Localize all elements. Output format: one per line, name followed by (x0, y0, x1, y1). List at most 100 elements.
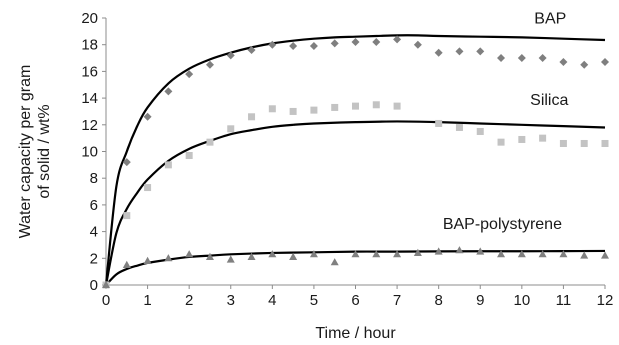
data-point-bap (517, 54, 526, 63)
data-point-bap (226, 51, 235, 60)
fit-curves (104, 34, 606, 286)
data-point-bap (309, 42, 318, 51)
data-point-bap (538, 54, 547, 63)
series-label: Silica (530, 92, 568, 109)
x-tick-label: 6 (351, 292, 359, 309)
data-point-bap-polystyrene (476, 247, 485, 255)
x-tick-label: 4 (268, 292, 276, 309)
data-point-bap (455, 47, 464, 56)
data-point-silica (144, 184, 152, 192)
data-point-bap-polystyrene (434, 247, 443, 255)
series-labels: BAP Silica BAP-polystyrene (443, 10, 569, 233)
x-tick-label: 3 (227, 292, 235, 309)
data-point-silica (372, 101, 380, 109)
y-tick-label: 4 (90, 224, 98, 241)
data-point-bap-polystyrene (580, 251, 589, 259)
x-tick-label: 9 (476, 292, 484, 309)
data-point-bap (164, 87, 173, 96)
data-point-bap-polystyrene (413, 248, 422, 256)
data-point-bap-polystyrene (247, 252, 256, 260)
y-tick-label: 8 (90, 170, 98, 187)
y-tick-label: 2 (90, 250, 98, 267)
data-point-bap-polystyrene (102, 280, 110, 288)
data-point-silica (601, 139, 609, 147)
y-tick-label: 12 (81, 117, 98, 134)
data-point-bap (289, 42, 298, 51)
data-point-silica (435, 119, 443, 127)
data-point-bap (205, 60, 214, 69)
data-point-bap (434, 48, 443, 57)
x-tick-label: 12 (597, 292, 614, 309)
data-point-bap-polystyrene (122, 260, 131, 268)
series-label: BAP (534, 10, 566, 27)
data-point-bap-polystyrene (289, 252, 298, 260)
data-point-silica (518, 135, 526, 143)
data-point-bap-polystyrene (268, 250, 277, 258)
data-point-bap-polystyrene (226, 255, 235, 263)
y-axis-title: Water capacity per gram of solid / wt% (17, 65, 53, 239)
data-point-bap-polystyrene (330, 258, 339, 266)
data-point-silica (206, 138, 214, 146)
data-point-bap (122, 158, 131, 167)
data-point-bap-polystyrene (393, 250, 402, 258)
data-point-silica (539, 134, 547, 142)
data-point-bap (330, 39, 339, 48)
y-tick-label: 0 (90, 277, 98, 294)
data-point-bap-polystyrene (205, 252, 214, 260)
data-point-silica (497, 138, 505, 146)
data-point-bap-polystyrene (538, 250, 547, 258)
data-point-bap (601, 58, 609, 67)
data-point-silica (352, 102, 359, 110)
data-point-bap-polystyrene (309, 250, 318, 258)
x-tick-label: 11 (556, 292, 572, 309)
y-axis-title-line: Water capacity per gram (17, 65, 34, 239)
x-tick-label: 2 (185, 292, 193, 309)
data-point-bap (268, 40, 277, 49)
series-label: BAP-polystyrene (443, 216, 562, 233)
data-point-bap (393, 35, 402, 44)
y-tick-label: 18 (81, 37, 98, 54)
data-point-bap (372, 38, 381, 47)
data-point-silica (185, 152, 193, 160)
data-point-bap-polystyrene (351, 250, 360, 258)
data-point-silica (123, 212, 131, 220)
y-tick-label: 16 (81, 63, 98, 80)
y-tick-label: 6 (90, 197, 98, 214)
data-point-bap (143, 112, 152, 121)
y-tick-label: 14 (81, 90, 98, 107)
data-point-silica (164, 161, 172, 169)
data-point-bap (351, 38, 360, 47)
data-point-silica (580, 139, 588, 147)
data-point-bap-polystyrene (143, 256, 152, 264)
data-point-bap-polystyrene (559, 250, 568, 258)
data-point-bap (247, 46, 256, 55)
data-point-silica (455, 123, 463, 131)
y-axis-title-line: of solid / wt% (36, 104, 53, 198)
x-axis-title: Time / hour (315, 325, 396, 342)
data-point-silica (310, 106, 318, 114)
data-point-bap (580, 60, 589, 69)
data-point-bap-polystyrene (372, 250, 381, 258)
data-point-silica (331, 103, 339, 111)
data-points (102, 35, 609, 289)
data-point-silica (476, 127, 484, 135)
x-tick-label: 5 (310, 292, 318, 309)
x-tick-label: 0 (102, 292, 110, 309)
data-point-bap (559, 58, 568, 67)
data-point-bap-polystyrene (517, 250, 526, 258)
fit-curve-bap (104, 34, 606, 286)
x-tick-label: 7 (393, 292, 401, 309)
x-tick-label: 8 (434, 292, 442, 309)
data-point-bap (185, 70, 194, 79)
data-point-silica (227, 125, 235, 133)
data-point-bap-polystyrene (185, 250, 194, 258)
data-point-bap (476, 47, 485, 56)
data-point-silica (559, 139, 567, 147)
y-tick-label: 10 (81, 144, 98, 161)
data-point-silica (268, 105, 276, 113)
data-point-bap-polystyrene (497, 250, 506, 258)
x-tick-label: 1 (143, 292, 151, 309)
data-point-silica (289, 107, 297, 115)
data-point-bap (413, 40, 422, 49)
